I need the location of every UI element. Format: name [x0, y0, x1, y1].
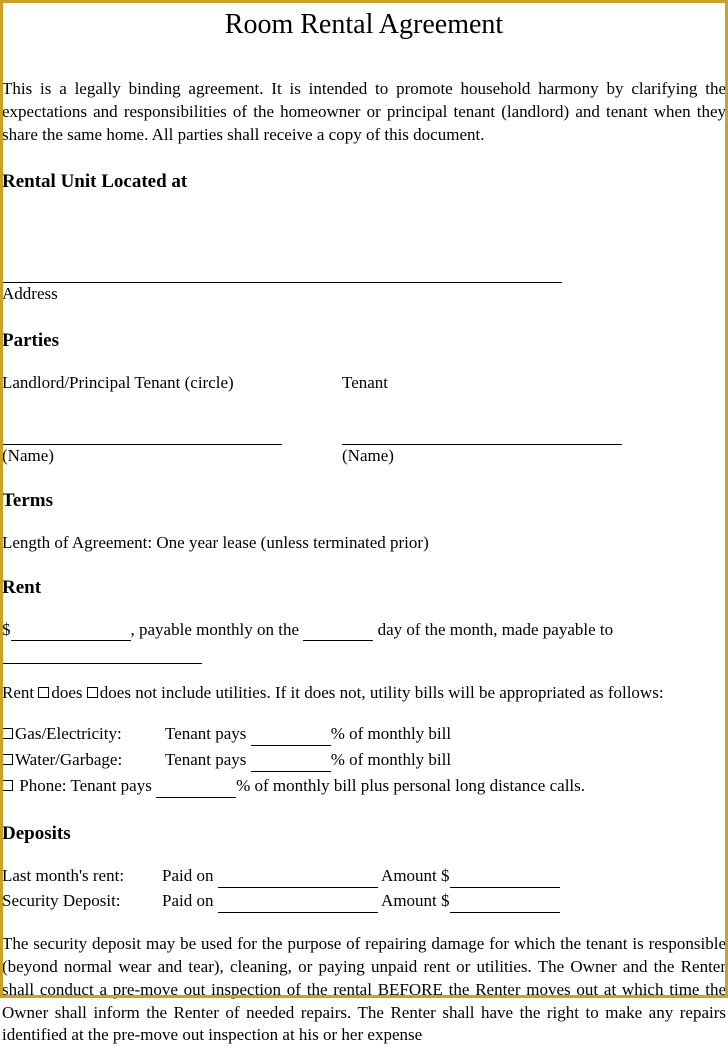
util-gas-row: Gas/Electricity:Tenant pays % of monthly…: [2, 723, 726, 746]
terms-text: Length of Agreement: One year lease (unl…: [2, 532, 726, 555]
address-field-line[interactable]: [2, 265, 562, 284]
gas-pct-field[interactable]: [251, 728, 331, 746]
does-checkbox[interactable]: [38, 687, 49, 698]
terms-heading: Terms: [2, 488, 726, 514]
rent-heading: Rent: [2, 575, 726, 601]
name-label-left: (Name): [2, 445, 282, 468]
intro-paragraph: This is a legally binding agreement. It …: [2, 78, 726, 147]
payable-to-field[interactable]: [2, 647, 202, 665]
name-label-right: (Name): [342, 445, 622, 468]
water-pct-field[interactable]: [251, 754, 331, 772]
unit-heading: Rental Unit Located at: [2, 169, 726, 195]
tenant-label: Tenant: [342, 372, 726, 395]
tenant-name-line[interactable]: [342, 427, 622, 446]
water-checkbox[interactable]: [2, 754, 13, 765]
last-rent-date-field[interactable]: [218, 870, 378, 888]
util-phone-row: Phone: Tenant pays % of monthly bill plu…: [2, 775, 726, 798]
security-amount-field[interactable]: [450, 895, 560, 913]
landlord-name-line[interactable]: [2, 427, 282, 446]
address-label: Address: [2, 283, 726, 306]
document-title: Room Rental Agreement: [2, 6, 726, 44]
does-not-checkbox[interactable]: [87, 687, 98, 698]
phone-pct-field[interactable]: [156, 780, 236, 798]
rent-amount-field[interactable]: [11, 624, 131, 642]
deposit-security-row: Security Deposit:Paid on Amount $: [2, 890, 726, 913]
security-date-field[interactable]: [218, 895, 378, 913]
util-water-row: Water/Garbage:Tenant pays % of monthly b…: [2, 749, 726, 772]
phone-checkbox[interactable]: [2, 780, 13, 791]
parties-heading: Parties: [2, 328, 726, 354]
last-rent-amount-field[interactable]: [450, 870, 560, 888]
security-paragraph: The security deposit may be used for the…: [2, 933, 726, 1047]
deposit-last-row: Last month's rent:Paid on Amount $: [2, 865, 726, 888]
rent-line: $, payable monthly on the day of the mon…: [2, 619, 726, 642]
utilities-include-line: Rent does does not include utilities. If…: [2, 682, 726, 705]
deposits-heading: Deposits: [2, 821, 726, 847]
rent-day-field[interactable]: [303, 624, 373, 642]
landlord-label: Landlord/Principal Tenant (circle): [2, 372, 342, 395]
gas-checkbox[interactable]: [2, 728, 13, 739]
